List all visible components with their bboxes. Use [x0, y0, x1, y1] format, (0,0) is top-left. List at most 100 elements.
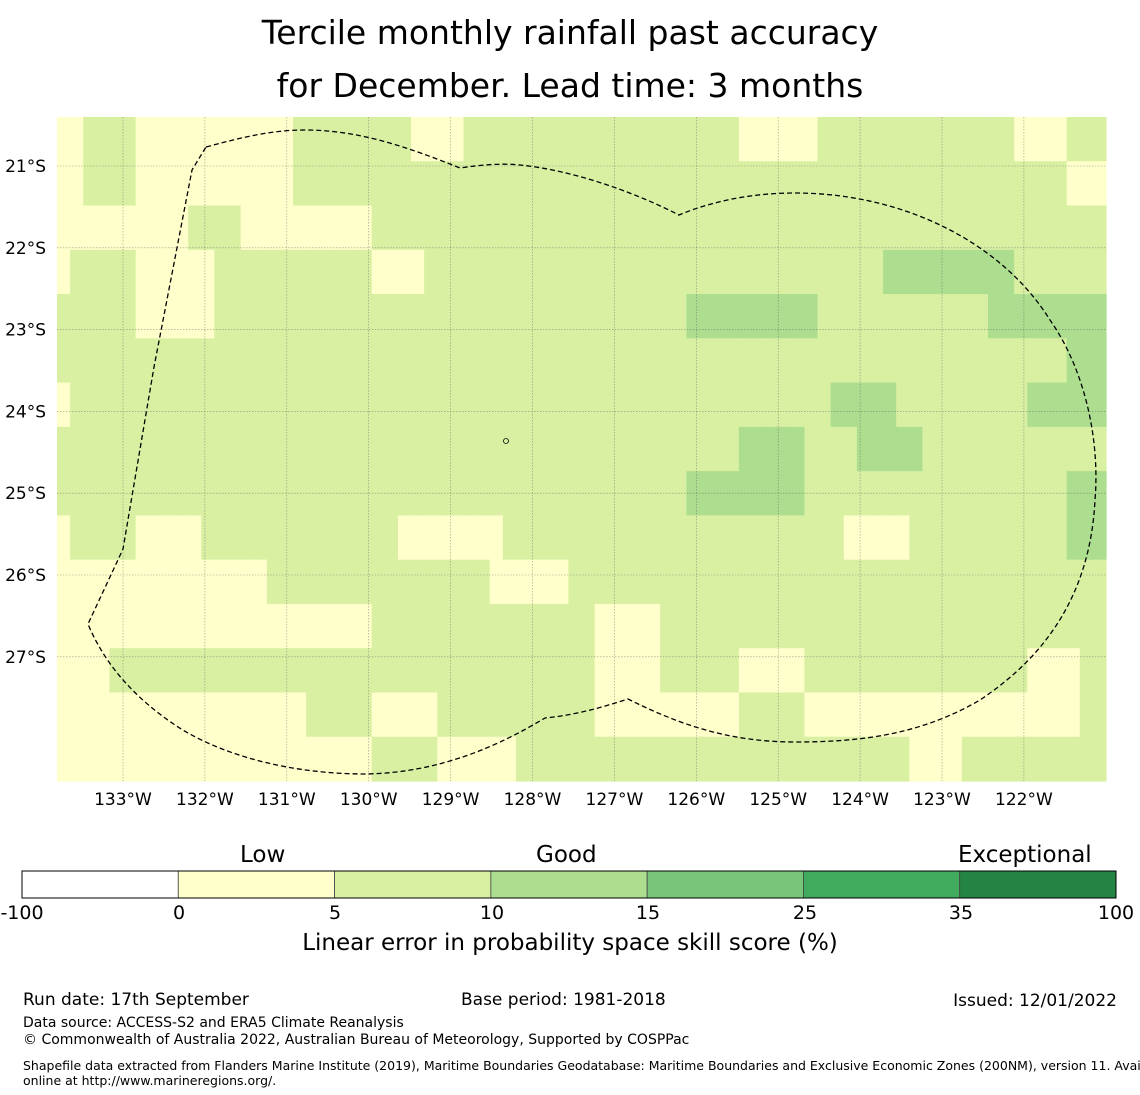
grid-cell — [922, 161, 937, 207]
grid-cell — [843, 736, 858, 782]
grid-cell — [1001, 161, 1015, 207]
grid-cell — [883, 515, 897, 561]
grid-cell — [188, 117, 202, 162]
grid-cell — [1001, 692, 1015, 738]
grid-cell — [345, 205, 360, 251]
grid-cell — [791, 338, 806, 384]
grid-cell — [437, 117, 451, 162]
grid-cell — [358, 161, 373, 207]
grid-cell — [188, 736, 202, 782]
grid-cell — [1079, 117, 1094, 162]
grid-cell — [909, 515, 924, 561]
grid-cell — [765, 249, 779, 295]
grid-cell — [148, 603, 163, 649]
grid-cell — [161, 471, 176, 516]
grid-cell — [568, 736, 583, 782]
grid-cell — [738, 338, 753, 384]
grid-cell — [70, 294, 84, 339]
grid-cell — [568, 603, 583, 649]
grid-cell — [397, 559, 412, 605]
grid-cell — [371, 382, 386, 428]
grid-cell — [214, 603, 229, 649]
grid-cell — [751, 382, 766, 428]
grid-cell — [647, 471, 661, 516]
grid-cell — [686, 648, 701, 694]
grid-cell — [817, 382, 832, 428]
grid-cell — [699, 692, 714, 738]
grid-cell — [647, 205, 661, 251]
grid-cell — [922, 559, 937, 605]
grid-cell — [869, 515, 884, 561]
grid-cell — [319, 515, 333, 561]
grid-cell — [647, 559, 661, 605]
grid-cell — [266, 117, 281, 162]
grid-cell — [489, 692, 504, 738]
grid-cell — [817, 559, 832, 605]
grid-cell — [476, 426, 491, 472]
grid-cell — [778, 249, 792, 295]
grid-cell — [765, 426, 779, 472]
grid-cell — [1053, 736, 1068, 782]
longitude-label: 133°W — [94, 790, 152, 810]
grid-cell — [1001, 294, 1015, 339]
grid-cell — [660, 382, 674, 428]
grid-cell — [437, 294, 451, 339]
grid-cell — [568, 338, 583, 384]
grid-cell — [987, 736, 1002, 782]
grid-cell — [515, 471, 530, 516]
colorbar-category-low: Low — [240, 842, 286, 868]
grid-cell — [109, 117, 124, 162]
grid-cell — [109, 736, 124, 782]
grid-cell — [961, 117, 976, 162]
grid-cell — [227, 161, 242, 207]
grid-cell — [751, 426, 766, 472]
grid-cell — [712, 648, 727, 694]
grid-cell — [148, 736, 163, 782]
grid-cell — [778, 471, 792, 516]
grid-cell — [620, 205, 635, 251]
grid-cell — [424, 294, 438, 339]
grid-cell — [765, 736, 779, 782]
grid-cell — [542, 249, 556, 295]
grid-cell — [686, 338, 701, 384]
grid-cell — [647, 692, 661, 738]
grid-cell — [345, 471, 360, 516]
grid-cell — [515, 426, 530, 472]
grid-cell — [1079, 338, 1094, 384]
grid-cell — [489, 603, 504, 649]
grid-cell — [581, 205, 596, 251]
grid-cell — [476, 205, 491, 251]
grid-cell — [96, 249, 111, 295]
grid-cell — [1066, 559, 1081, 605]
grid-cell — [306, 426, 320, 472]
grid-cell — [555, 294, 569, 339]
grid-cell — [319, 382, 333, 428]
grid-cell — [594, 692, 609, 738]
grid-cell — [974, 692, 989, 738]
grid-cell — [1040, 692, 1055, 738]
grid-cell — [1092, 603, 1107, 649]
grid-cell — [384, 338, 399, 384]
grid-cell — [70, 382, 84, 428]
grid-cell — [935, 426, 950, 472]
grid-cell — [411, 205, 425, 251]
grid-cell — [817, 515, 832, 561]
grid-cell — [1040, 559, 1055, 605]
grid-cell — [765, 559, 779, 605]
grid-cell — [96, 692, 111, 738]
grid-cell — [712, 559, 727, 605]
grid-cell — [384, 161, 399, 207]
grid-cell — [253, 249, 268, 295]
grid-cell — [869, 294, 884, 339]
grid-cell — [306, 648, 320, 694]
grid-cell — [542, 205, 556, 251]
grid-cell — [529, 161, 543, 207]
grid-cell — [568, 117, 583, 162]
grid-cell — [332, 736, 347, 782]
colorbar-label: Linear error in probability space skill … — [302, 930, 838, 956]
grid-cell — [122, 382, 137, 428]
grid-cell — [201, 515, 215, 561]
grid-cell — [712, 382, 727, 428]
grid-cell — [883, 648, 897, 694]
grid-cell — [935, 603, 950, 649]
